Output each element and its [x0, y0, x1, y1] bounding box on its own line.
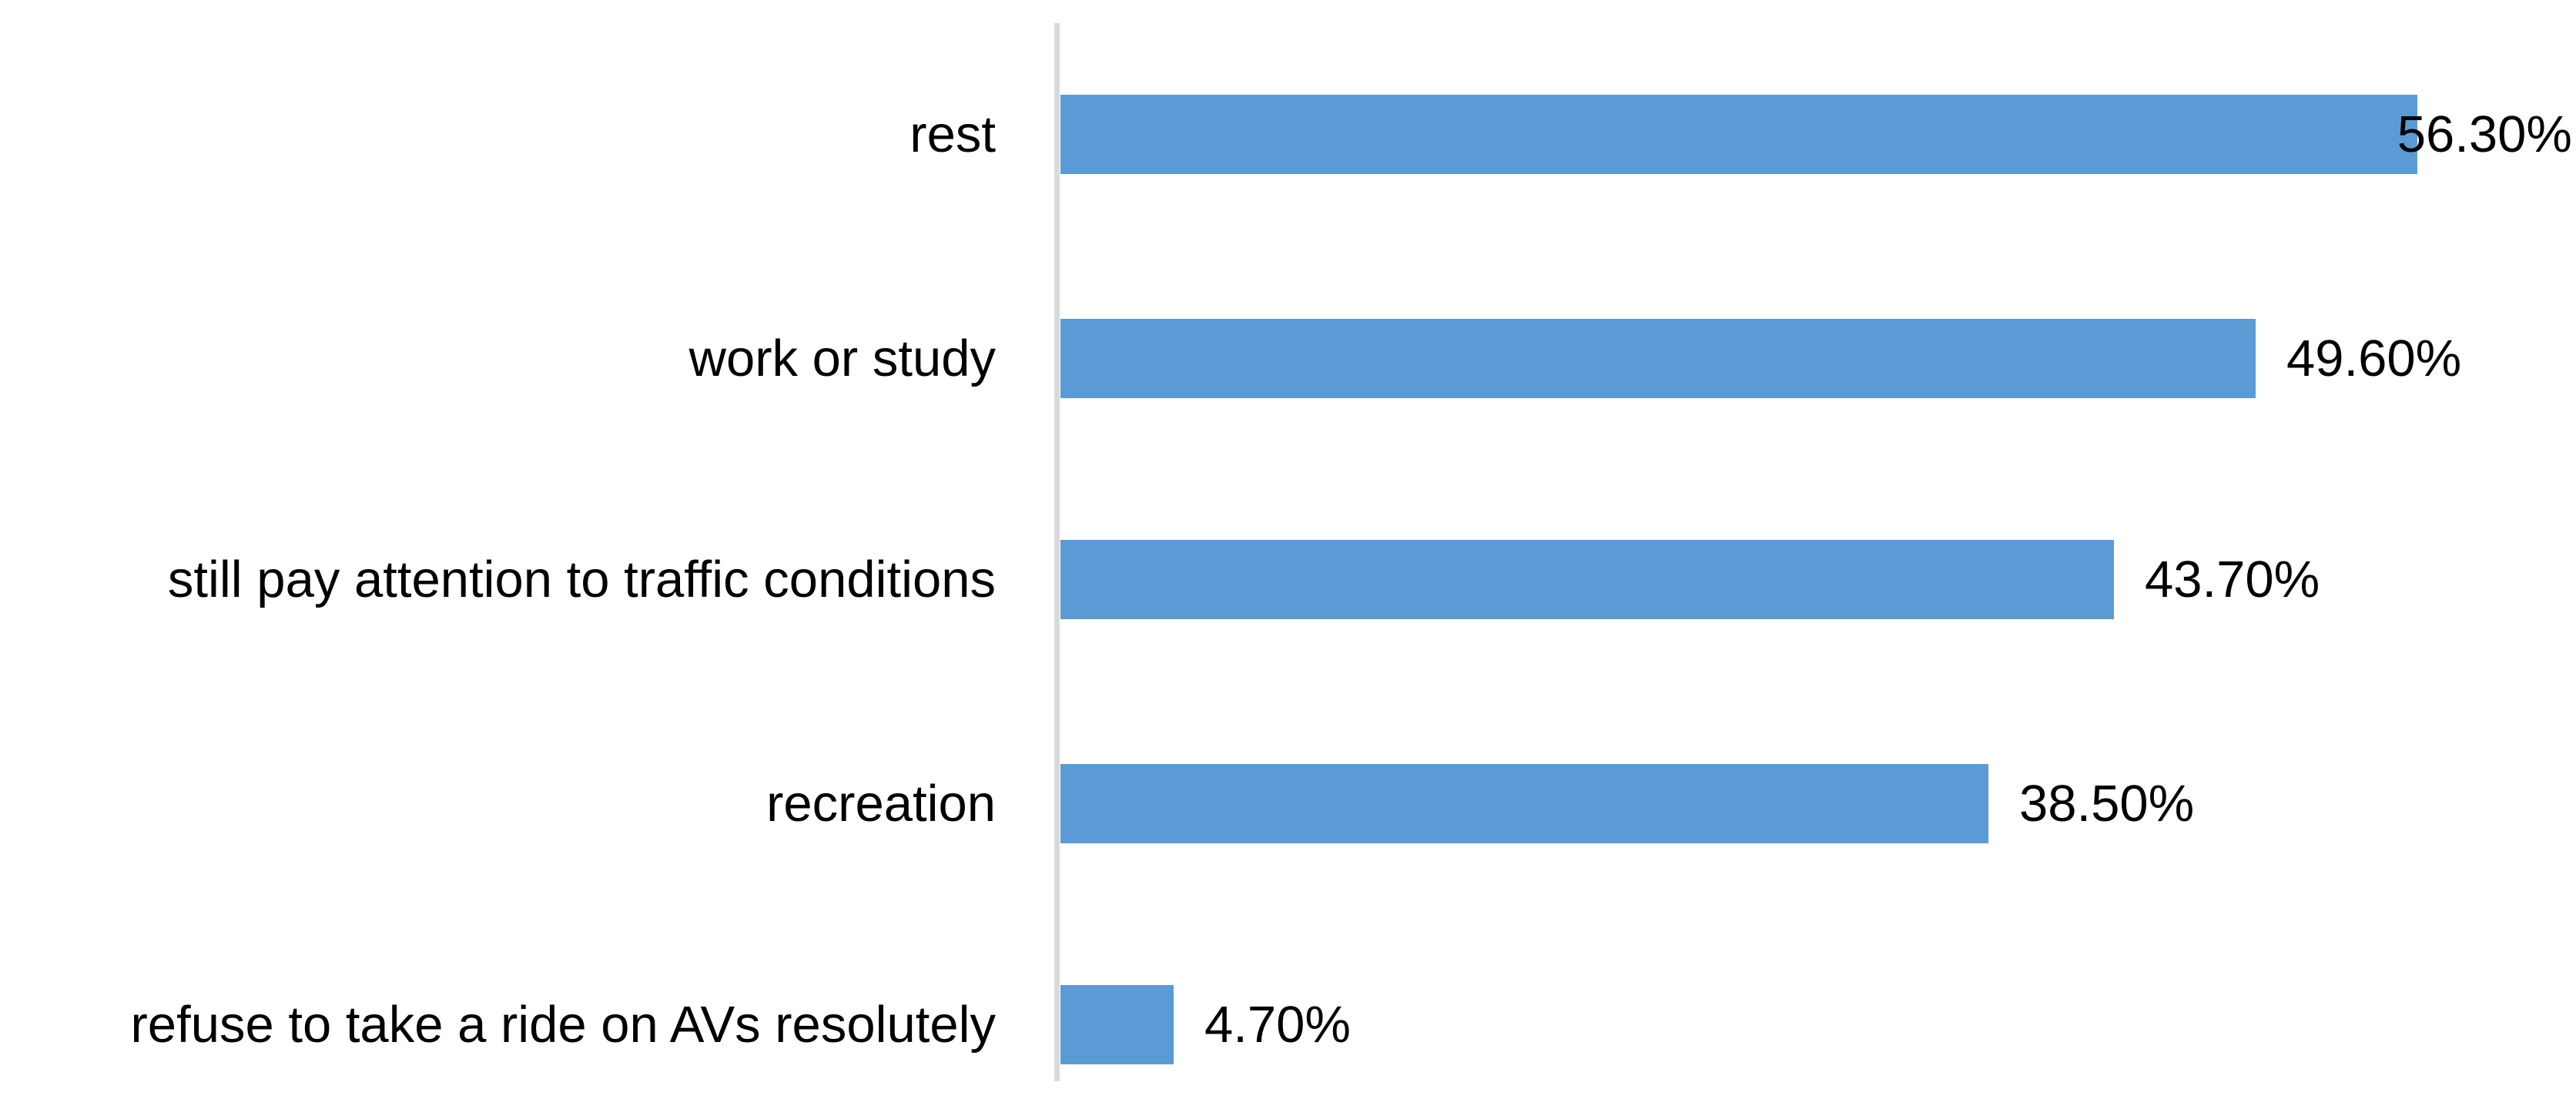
value-label: 49.60% [2286, 330, 2462, 387]
value-label: 43.70% [2145, 551, 2320, 608]
value-label: 4.70% [1204, 996, 1351, 1054]
value-label: 38.50% [2019, 775, 2195, 833]
bar [1060, 95, 2417, 174]
bar [1060, 319, 2256, 398]
bar [1060, 764, 1988, 843]
value-label: 56.30% [2397, 106, 2572, 163]
category-label: work or study [688, 330, 996, 387]
bar [1060, 540, 2114, 619]
category-axis-line [1054, 23, 1060, 1081]
category-label: rest [909, 106, 996, 163]
category-label: still pay attention to traffic condition… [167, 551, 996, 608]
bar [1060, 985, 1174, 1064]
category-label: recreation [766, 775, 996, 833]
category-label: refuse to take a ride on AVs resolutely [130, 996, 997, 1054]
